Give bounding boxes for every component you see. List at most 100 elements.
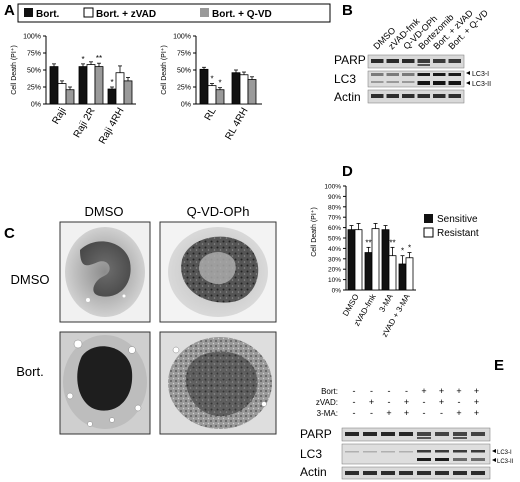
band-e-parp [453,432,467,436]
band-b-parp [433,59,446,63]
bar-raji-s2 [65,89,75,105]
treatment-sign: - [458,397,461,407]
significance-mark: * [81,55,84,64]
row-label-b-parp: PARP [334,53,366,67]
bar-rl-4rh-s1 [239,74,249,105]
band-e-actin [399,471,413,475]
x-category-label: RL 4RH [223,106,250,142]
y-tick-label: 30% [328,256,341,263]
x-category-label: Raji [50,106,68,126]
legend-swatch-qvd [200,8,209,17]
y-tick-label: 25% [27,85,41,92]
band-e-parp-cleaved [453,437,467,439]
legend-d: Sensitive Resistant [423,214,479,239]
band-b-parp [402,59,415,63]
band-e-lc3-i [417,450,431,453]
significance-mark: * [218,79,221,88]
treatment-sign: - [370,408,373,418]
treatment-sign: - [388,386,391,396]
panel-label-e: E [494,357,504,374]
significance-mark: * [110,78,113,87]
bar-rl-s1 [207,85,217,105]
band-b-actin [371,94,384,98]
band-e-lc3-i [453,450,467,453]
bar-rl-4rh-s2 [247,79,257,105]
micrograph-dmso-dmso [59,221,151,323]
legend-swatch-resistant [423,227,434,238]
treatment-sign: - [423,408,426,418]
band-b-lc3-ii [402,81,415,83]
significance-mark: * [401,247,404,256]
band-e-lc3-i [399,451,413,453]
band-b-actin [433,94,446,98]
band-e-parp [363,432,377,436]
treatment-label: zVAD: [316,398,338,407]
treatment-sign: - [353,386,356,396]
panel-label-a: A [4,2,15,19]
legend-swatch-sensitive [424,214,433,223]
y-tick-label: 75% [27,51,41,58]
y-tick-label: 0% [31,102,41,109]
x-category-label: Raji 2R [72,106,98,140]
band-e-parp [435,432,449,436]
bar-dmso-s1 [354,229,363,291]
bar-rl-s2 [215,89,225,105]
band-e-actin [435,471,449,475]
treatment-sign: + [369,397,374,407]
legend-label-zvad: Bort. + zVAD [96,9,156,20]
band-b-lc3-i [402,73,415,76]
bar-raji-2r-s0 [78,66,88,105]
row-label-c-dmso: DMSO [11,272,50,287]
bar-3-ma-s0 [381,229,390,291]
row-label-e-lc3: LC3 [300,447,322,461]
band-e-actin [345,471,359,475]
band-b-lc3-ii [371,81,384,83]
row-label-e-parp: PARP [300,427,332,441]
band-e-parp [417,432,431,436]
legend-label-bort: Bort. [36,9,60,20]
treatment-sign: + [439,397,444,407]
treatment-sign: - [405,386,408,396]
band-e-actin [471,471,485,475]
legend-a: Bort. Bort. + zVAD Bort. + Q-VD [17,3,331,23]
band-e-parp [381,432,395,436]
significance-mark: ** [96,54,102,63]
band-e-lc3-ii [417,458,431,461]
y-tick-label: 80% [328,204,341,211]
band-e-lc3-i [471,450,485,453]
treatment-table-e: Bort: - - - - + + + +zVAD: - + - + - + - +3-MA: - - + + - - + + [316,386,479,418]
band-e-lc3-ii [471,458,485,461]
y-tick-label: 50% [177,68,191,75]
treatment-sign: - [353,397,356,407]
y-tick-label: 100% [324,184,341,191]
y-tick-label: 20% [328,267,341,274]
treatment-sign: + [474,386,479,396]
band-b-parp [371,59,384,63]
treatment-sign: - [388,397,391,407]
legend-swatch-zvad [83,7,94,18]
row-label-e-actin: Actin [300,465,327,479]
treatment-sign: - [353,408,356,418]
y-tick-label: 25% [177,85,191,92]
ylabel-a-right: Cell Death (PI⁺) [160,45,168,95]
marker-e-lc3-i: LC3-I [497,450,512,456]
bar-zvad-fmk-s1 [371,228,380,291]
legend-label-qvd: Bort. + Q-VD [212,9,272,20]
band-e-parp-cleaved [417,437,431,439]
x-category-label: RL [203,106,219,123]
y-tick-label: 75% [177,51,191,58]
bar-rl-s0 [199,68,209,105]
band-e-actin [453,471,467,475]
y-tick-label: 100% [173,34,191,41]
band-e-actin [363,471,377,475]
significance-mark: ** [365,238,371,247]
row-label-c-bort: Bort. [16,364,43,379]
bar-zvad-fmk-s0 [364,252,373,291]
treatment-label: Bort: [321,387,338,396]
bar-rl-4rh-s0 [231,72,241,105]
y-tick-label: 90% [328,194,341,201]
band-e-lc3-i [435,450,449,453]
band-b-lc3-ii [448,81,461,85]
blot-e: PARP LC3 Actin LC3-I LC3-II [300,427,514,480]
band-e-lc3-i [345,451,359,453]
